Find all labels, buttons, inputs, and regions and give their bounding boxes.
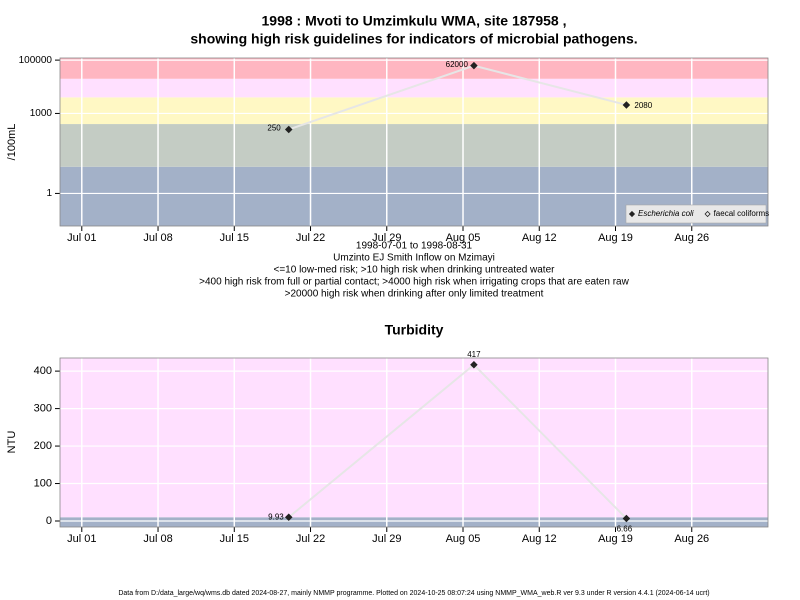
data-point — [622, 514, 631, 523]
data-point — [284, 513, 293, 522]
x-tick-label: Aug 19 — [598, 232, 633, 244]
legend-marker — [628, 210, 636, 218]
legend-box — [625, 204, 767, 224]
value-label: 9.93 — [268, 512, 284, 521]
x-tick-label: Jul 01 — [67, 232, 96, 244]
risk-band — [60, 58, 768, 79]
value-label: 250 — [267, 124, 281, 133]
data-point — [470, 61, 478, 70]
x-tick-label: Aug 26 — [674, 232, 709, 244]
chart-title: showing high risk guidelines for indicat… — [190, 31, 637, 47]
value-label: 62000 — [446, 60, 469, 69]
y-axis-label: NTU — [6, 431, 18, 454]
y-tick-label: 200 — [34, 440, 52, 452]
y-tick-label: 1 — [46, 188, 52, 199]
risk-band — [60, 124, 768, 167]
x-tick-label: Aug 26 — [674, 533, 709, 545]
x-tick-label: Jul 29 — [372, 232, 401, 244]
legend-marker — [704, 210, 711, 218]
x-tick-label: Jul 15 — [220, 533, 249, 545]
y-tick-label: 1000 — [30, 108, 53, 119]
value-label: 417 — [467, 350, 481, 359]
x-tick-label: Aug 05 — [446, 232, 481, 244]
x-tick-label: Jul 22 — [296, 232, 325, 244]
x-tick-label: Aug 12 — [522, 232, 557, 244]
x-tick-label: Jul 29 — [372, 533, 401, 545]
x-tick-label: Jul 08 — [143, 232, 172, 244]
subtitle: >400 high risk from full or partial cont… — [199, 277, 629, 288]
data-point — [284, 125, 293, 134]
x-tick-label: Aug 19 — [598, 533, 633, 545]
subtitle: Umzinto EJ Smith Inflow on Mzimayi — [333, 253, 495, 264]
x-tick-label: Jul 22 — [296, 533, 325, 545]
legend-label: Escherichia coli — [638, 209, 694, 218]
risk-band — [60, 517, 768, 527]
plot-frame — [59, 57, 769, 227]
value-label: 6.66 — [617, 525, 633, 534]
legend-label: faecal coliforms — [714, 209, 770, 218]
y-tick-label: 300 — [34, 402, 52, 414]
data-point — [470, 360, 478, 369]
x-tick-label: Aug 12 — [522, 533, 557, 545]
x-tick-label: Aug 05 — [446, 533, 481, 545]
subtitle: 1998-07-01 to 1998-08-31 — [356, 241, 473, 252]
x-tick-label: Jul 08 — [143, 533, 172, 545]
chart-title: 1998 : Mvoti to Umzimkulu WMA, site 1879… — [262, 13, 567, 29]
y-tick-label: 100000 — [19, 55, 53, 66]
data-point — [622, 101, 631, 109]
risk-band — [60, 78, 768, 98]
risk-band — [60, 358, 768, 518]
plot-frame — [59, 357, 769, 528]
y-tick-label: 400 — [34, 365, 52, 377]
y-tick-label: 0 — [46, 515, 52, 527]
chart-title: Turbidity — [385, 322, 444, 338]
risk-band — [60, 97, 768, 125]
value-label: 2080 — [634, 101, 652, 110]
subtitle: >20000 high risk when drinking after onl… — [285, 289, 544, 300]
y-tick-label: 100 — [34, 477, 52, 489]
y-axis-label: /100mL — [6, 124, 18, 161]
footer: Data from D:/data_large/wq/wms.db dated … — [118, 590, 709, 597]
x-tick-label: Jul 01 — [67, 533, 96, 545]
x-tick-label: Jul 15 — [220, 232, 249, 244]
subtitle: <=10 low-med risk; >10 high risk when dr… — [274, 265, 556, 276]
